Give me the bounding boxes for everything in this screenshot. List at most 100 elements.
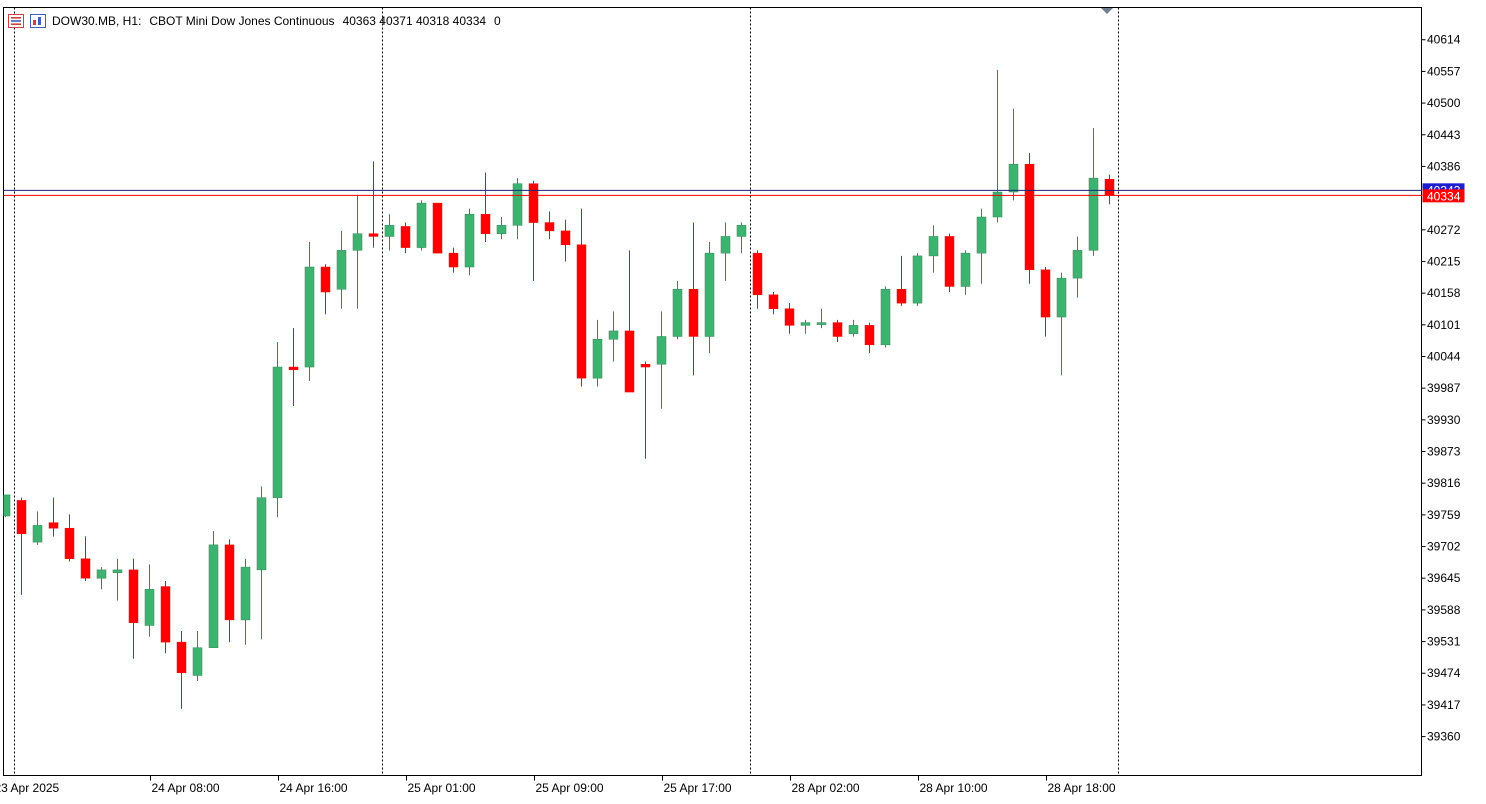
candle[interactable] bbox=[352, 194, 363, 309]
candle[interactable] bbox=[848, 319, 859, 337]
candle[interactable] bbox=[1040, 267, 1051, 337]
candle[interactable] bbox=[784, 303, 795, 334]
candle[interactable] bbox=[608, 311, 619, 362]
candle-body bbox=[800, 322, 811, 326]
candle[interactable] bbox=[624, 250, 635, 393]
candle[interactable] bbox=[832, 319, 843, 343]
x-tick-label: 24 Apr 16:00 bbox=[280, 781, 348, 795]
candle[interactable] bbox=[80, 536, 91, 581]
candle[interactable] bbox=[208, 530, 219, 648]
candle[interactable] bbox=[464, 208, 475, 276]
candle[interactable] bbox=[896, 255, 907, 306]
candle[interactable] bbox=[592, 319, 603, 387]
candle[interactable] bbox=[880, 286, 891, 348]
candle[interactable] bbox=[1056, 272, 1067, 376]
candle[interactable] bbox=[912, 253, 923, 306]
candle[interactable] bbox=[64, 514, 75, 562]
candle[interactable] bbox=[1008, 108, 1019, 201]
candle[interactable] bbox=[512, 178, 523, 240]
candle-body bbox=[208, 544, 219, 648]
candle[interactable] bbox=[32, 511, 43, 545]
candle[interactable] bbox=[800, 319, 811, 334]
candle-body bbox=[768, 294, 779, 309]
chart-header: DOW30.MB, H1: CBOT Mini Dow Jones Contin… bbox=[8, 11, 501, 31]
candle[interactable] bbox=[368, 161, 379, 248]
candle-body bbox=[880, 288, 891, 346]
y-tick-label: 40386 bbox=[1427, 159, 1461, 173]
y-tick-label: 39531 bbox=[1427, 635, 1461, 649]
candle[interactable] bbox=[960, 250, 971, 295]
x-tick-label: 23 Apr 2025 bbox=[0, 781, 60, 795]
candle-body bbox=[848, 325, 859, 334]
candle[interactable] bbox=[752, 250, 763, 309]
candle[interactable] bbox=[384, 214, 395, 251]
candle-body bbox=[544, 222, 555, 232]
candle[interactable] bbox=[112, 558, 123, 601]
candle[interactable] bbox=[272, 342, 283, 518]
candle[interactable] bbox=[304, 242, 315, 381]
candle-body bbox=[624, 330, 635, 393]
candle[interactable] bbox=[96, 567, 107, 590]
chart-template-icon[interactable] bbox=[30, 14, 46, 28]
candle[interactable] bbox=[928, 225, 939, 273]
plot-area[interactable] bbox=[1, 7, 1422, 776]
candle[interactable] bbox=[1024, 153, 1035, 284]
candle[interactable] bbox=[720, 222, 731, 281]
candle-body bbox=[864, 325, 875, 346]
candle-body bbox=[912, 255, 923, 304]
candle-body bbox=[640, 364, 651, 368]
candle[interactable] bbox=[288, 328, 299, 406]
candle[interactable] bbox=[224, 539, 235, 643]
candle[interactable] bbox=[480, 172, 491, 243]
candle[interactable] bbox=[144, 564, 155, 637]
candle[interactable] bbox=[640, 361, 651, 459]
x-tick-label: 25 Apr 09:00 bbox=[536, 781, 604, 795]
candle[interactable] bbox=[256, 486, 267, 640]
candle[interactable] bbox=[16, 497, 27, 595]
candle[interactable] bbox=[448, 247, 459, 273]
candle[interactable] bbox=[160, 580, 171, 654]
candle[interactable] bbox=[992, 69, 1003, 223]
candle[interactable] bbox=[432, 202, 443, 254]
candle[interactable] bbox=[192, 631, 203, 682]
candle[interactable] bbox=[416, 200, 427, 251]
candle[interactable] bbox=[816, 308, 827, 329]
candle[interactable] bbox=[128, 558, 139, 659]
candle-body bbox=[496, 225, 507, 234]
candle[interactable] bbox=[864, 322, 875, 354]
candle[interactable] bbox=[544, 211, 555, 240]
candle[interactable] bbox=[656, 311, 667, 409]
candle[interactable] bbox=[528, 180, 539, 281]
candle[interactable] bbox=[1072, 236, 1083, 298]
candle-body bbox=[752, 252, 763, 296]
candle-body bbox=[64, 527, 75, 560]
menu-list-icon[interactable] bbox=[8, 14, 24, 28]
candle[interactable] bbox=[1088, 128, 1099, 256]
candle-body bbox=[176, 641, 187, 673]
candle[interactable] bbox=[560, 219, 571, 262]
candle[interactable] bbox=[704, 242, 715, 354]
candle[interactable] bbox=[768, 292, 779, 315]
candle[interactable] bbox=[944, 233, 955, 293]
candle[interactable] bbox=[688, 222, 699, 376]
candle-body bbox=[224, 544, 235, 621]
candle[interactable] bbox=[48, 497, 59, 537]
candle[interactable] bbox=[400, 222, 411, 254]
candle[interactable] bbox=[672, 280, 683, 340]
candle[interactable] bbox=[736, 222, 747, 254]
candle[interactable] bbox=[976, 208, 987, 284]
candle[interactable] bbox=[336, 230, 347, 309]
candle-body bbox=[1104, 178, 1115, 196]
chart-shift-marker[interactable] bbox=[1101, 8, 1113, 14]
candle[interactable] bbox=[240, 558, 251, 645]
candle[interactable] bbox=[496, 217, 507, 240]
candle[interactable] bbox=[176, 631, 187, 709]
candle[interactable] bbox=[1, 494, 11, 518]
candle[interactable] bbox=[576, 208, 587, 387]
y-tick-label: 39987 bbox=[1427, 381, 1461, 395]
candle[interactable] bbox=[320, 264, 331, 315]
candle-body bbox=[112, 569, 123, 573]
y-tick-label: 39417 bbox=[1427, 698, 1461, 712]
